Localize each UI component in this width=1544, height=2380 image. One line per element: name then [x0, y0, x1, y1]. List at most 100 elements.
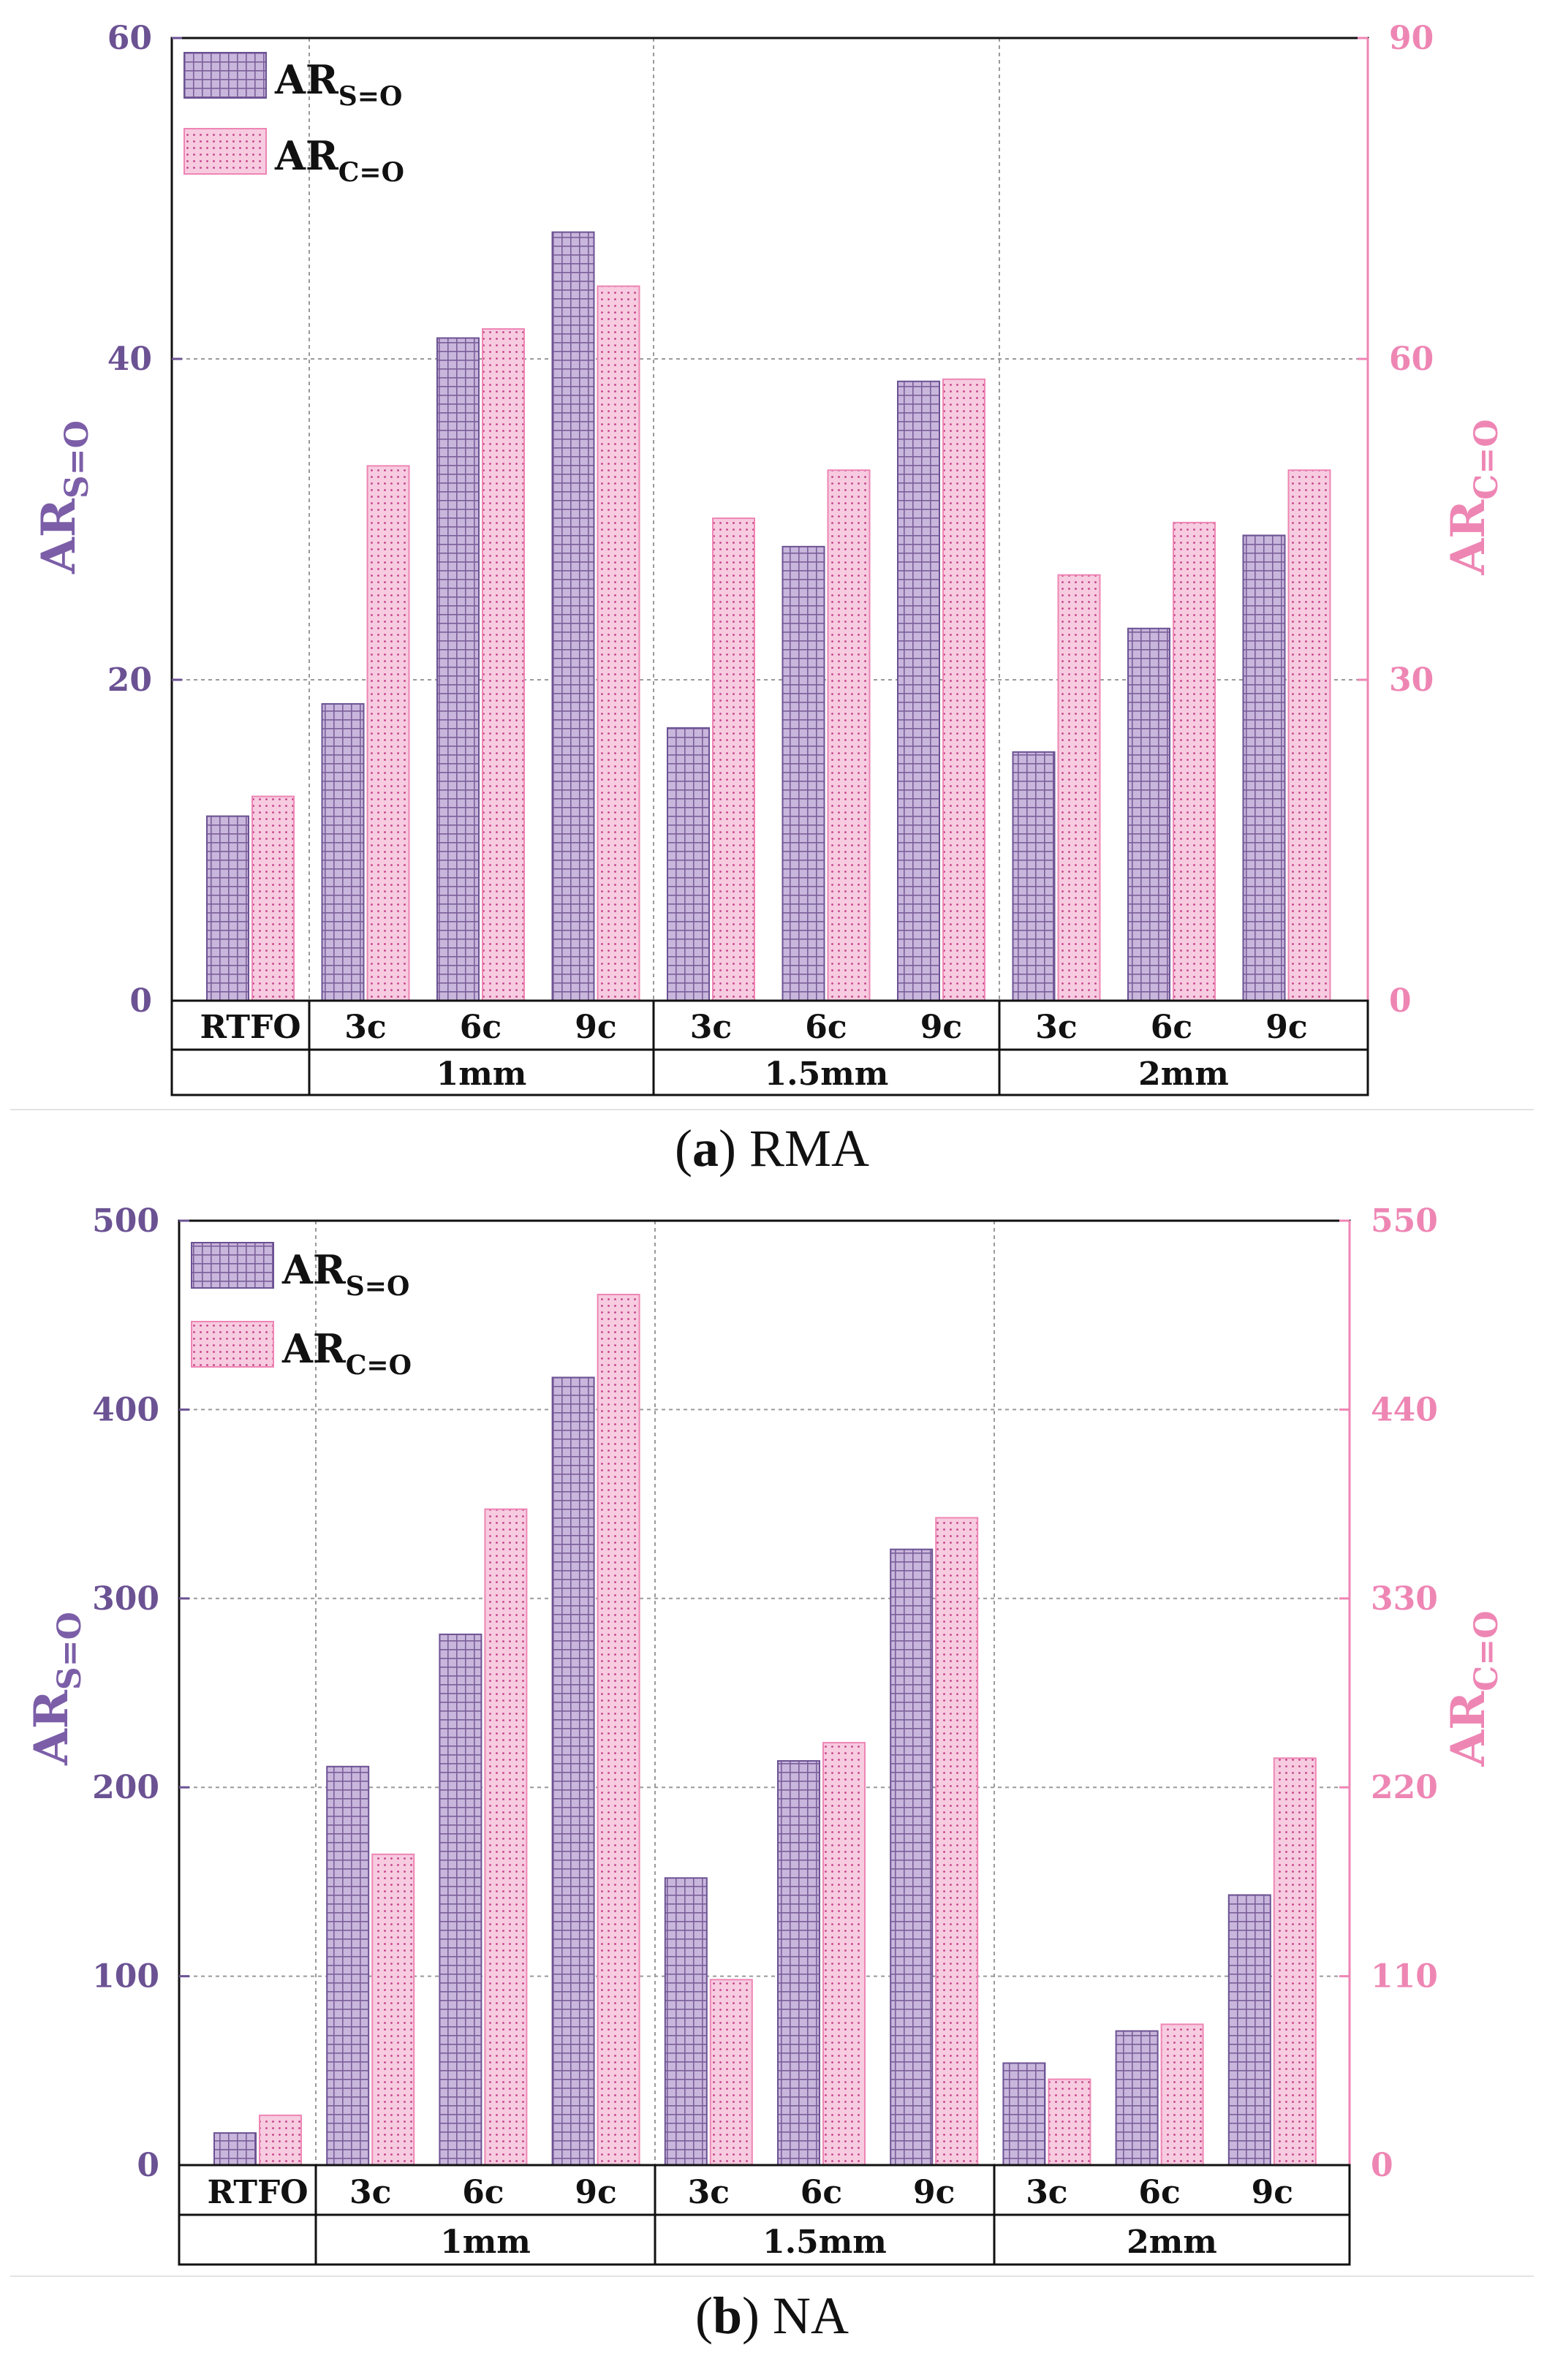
left-tick-label: 20 — [107, 662, 152, 699]
category-label: RTFO — [207, 2174, 308, 2211]
bar-s-o — [206, 815, 249, 1001]
right-tick-label: 440 — [1371, 1391, 1438, 1428]
bar-c-o — [712, 518, 755, 1001]
category-label: 3c — [344, 1009, 386, 1046]
bar-c-o — [366, 465, 410, 1001]
bar-s-o — [1115, 2030, 1159, 2166]
category-label: RTFO — [200, 1009, 300, 1046]
legend-swatch-c — [191, 1321, 274, 1368]
category-table — [170, 999, 1369, 1096]
legend-label-s-base: AR — [281, 1246, 347, 1293]
bar-c-o — [251, 795, 295, 1001]
left-axis-title-sub: S=O — [51, 1612, 88, 1690]
panel-a-chart: 0 20 40 60 0 30 60 90 RTFO 3c 6c 9c 3c 6c 9c 3c 6c 9c 1mm… — [10, 20, 1534, 1178]
right-tick-label: 220 — [1371, 1769, 1438, 1806]
bar-c-o — [1287, 469, 1331, 1001]
legend-label-s-sub: S=O — [338, 81, 403, 112]
caption-b-letter: b — [713, 2286, 742, 2345]
bar-c-o — [1057, 574, 1101, 1001]
category-table — [178, 2164, 1351, 2266]
caption-a: (a) RMA — [675, 1119, 869, 1178]
left-axis-title: ARS=O — [31, 420, 96, 575]
category-label: 3c — [349, 2174, 391, 2211]
bar-s-o — [213, 2132, 257, 2167]
category-label: 6c — [460, 1009, 502, 1046]
bar-s-o — [551, 1376, 595, 2166]
category-label: 6c — [1151, 1009, 1192, 1046]
caption-a-text: RMA — [736, 1119, 869, 1178]
category-label: 9c — [575, 1009, 616, 1046]
legend-swatch-c — [183, 128, 267, 175]
legend: ARS=O ARC=O — [191, 1242, 412, 1381]
bar-s-o — [1127, 627, 1170, 1001]
left-tick-label: 300 — [92, 1580, 159, 1618]
bar-s-o — [1012, 751, 1056, 1002]
bar-s-o — [321, 702, 365, 1001]
bar-c-o — [822, 1742, 866, 2166]
legend-label-c: ARC=O — [281, 1325, 412, 1381]
right-tick-label: 60 — [1389, 341, 1434, 378]
bar-c-o — [709, 1979, 753, 2166]
legend: ARS=O ARC=O — [183, 52, 404, 188]
right-axis-title-base: AR — [1441, 499, 1496, 576]
category-label: 3c — [688, 2174, 730, 2211]
left-tick-label: 0 — [129, 982, 152, 1020]
legend-label-c-base: AR — [281, 1325, 347, 1372]
left-tick-label: 0 — [137, 2147, 159, 2184]
right-axis-title-base: AR — [1441, 1691, 1496, 1767]
bar-s-o — [551, 231, 595, 1002]
right-axis-title-sub: C=O — [1468, 419, 1505, 499]
legend-label-s: ARS=O — [281, 1246, 409, 1302]
bar-c-o — [1048, 2078, 1091, 2166]
right-tick-label: 330 — [1371, 1580, 1438, 1618]
bar-s-o — [1002, 2062, 1046, 2167]
legend-label-c: ARC=O — [274, 132, 404, 188]
category-label: 9c — [575, 2174, 616, 2211]
category-label: 3c — [690, 1009, 732, 1046]
bar-c-o — [371, 1853, 415, 2166]
group-label: 1mm — [436, 1056, 527, 1093]
right-axis-title: ARC=O — [1441, 419, 1505, 575]
category-label: 3c — [1026, 2174, 1067, 2211]
category-label: 9c — [1252, 2174, 1293, 2211]
category-label: 9c — [1265, 1009, 1307, 1046]
right-tick-label: 90 — [1389, 20, 1434, 57]
bar-s-o — [1227, 1894, 1271, 2167]
bar-s-o — [436, 337, 480, 1001]
category-label: 6c — [801, 2174, 842, 2211]
group-label: 1mm — [440, 2224, 531, 2261]
left-tick-label: 500 — [92, 1202, 159, 1240]
category-label: 3c — [1035, 1009, 1077, 1046]
left-tick-label: 400 — [92, 1391, 159, 1428]
legend-label-c-sub: C=O — [338, 157, 404, 188]
right-tick-label: 110 — [1371, 1958, 1438, 1996]
right-axis-title: ARC=O — [1441, 1610, 1505, 1767]
right-tick-label: 30 — [1389, 662, 1434, 699]
bar-s-o — [667, 727, 710, 1001]
bar-c-o — [259, 2114, 302, 2167]
bar-s-o — [890, 1548, 934, 2166]
left-axis-title: ARS=O — [24, 1612, 88, 1766]
left-tick-label: 40 — [107, 341, 152, 378]
bar-s-o — [1242, 534, 1286, 1001]
category-label: 6c — [805, 1009, 847, 1046]
bar-s-o — [782, 545, 825, 1001]
category-label: 6c — [1138, 2174, 1180, 2211]
bar-s-o — [326, 1765, 370, 2166]
bar-c-o — [1173, 521, 1216, 1001]
right-tick-label: 0 — [1389, 982, 1412, 1020]
legend-label-s: ARS=O — [274, 56, 402, 112]
right-tick-label: 0 — [1371, 2147, 1393, 2184]
left-tick-label: 100 — [92, 1958, 159, 1996]
caption-a-letter: a — [692, 1119, 719, 1178]
legend-swatch-s — [183, 52, 267, 99]
bar-c-o — [942, 378, 985, 1001]
bar-s-o — [664, 1877, 708, 2166]
legend-label-s-sub: S=O — [346, 1271, 410, 1302]
category-label: 9c — [920, 1009, 962, 1046]
left-axis-title-base: AR — [24, 1689, 79, 1766]
bar-s-o — [439, 1633, 482, 2166]
group-label: 1.5mm — [765, 1056, 889, 1093]
left-axis-title-base: AR — [31, 498, 86, 575]
